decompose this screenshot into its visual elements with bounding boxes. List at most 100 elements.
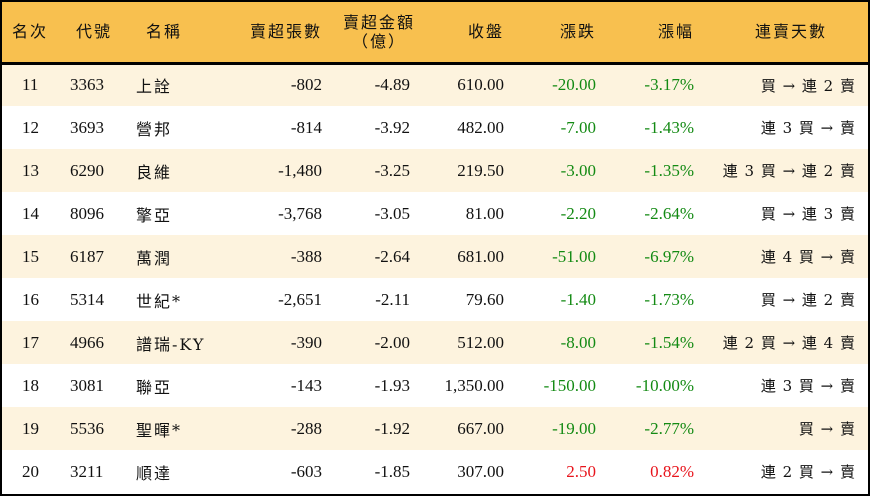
cell-streak: 買 → 連 2 賣 xyxy=(760,76,856,95)
cell-sell-volume: -390 xyxy=(290,332,322,352)
table-row: 17 4966 譜瑞-KY -390 -2.00 512.00 -8.00 -1… xyxy=(2,321,868,364)
cell-code: 3363 xyxy=(70,75,104,95)
cell-streak: 買 → 賣 xyxy=(798,420,856,438)
cell-change-pct: -1.54% xyxy=(644,332,694,352)
cell-close: 1,350.00 xyxy=(444,375,505,395)
cell-streak: 連 2 買 → 連 4 賣 xyxy=(722,334,856,352)
cell-change: -20.00 xyxy=(552,75,596,95)
cell-close: 219.50 xyxy=(457,160,504,180)
cell-name: 擎亞 xyxy=(136,205,173,225)
table-row: 14 8096 擎亞 -3,768 -3.05 81.00 -2.20 -2.6… xyxy=(2,192,868,235)
cell-change: -8.00 xyxy=(560,332,596,352)
cell-name: 順達 xyxy=(136,463,173,483)
header-streak: 連賣天數 xyxy=(694,2,868,65)
header-rank: 名次 xyxy=(2,2,64,65)
cell-change: -7.00 xyxy=(560,117,596,137)
cell-change-pct: -1.43% xyxy=(644,117,694,137)
cell-name: 上詮 xyxy=(136,77,173,97)
cell-change-pct: -6.97% xyxy=(644,246,694,266)
table-header: 名次 代號 名稱 賣超張數 賣超金額 （億） 收盤 漲跌 漲幅 連賣天數 xyxy=(2,2,868,65)
cell-name: 聯亞 xyxy=(136,377,173,397)
cell-rank: 19 xyxy=(22,418,39,438)
header-close: 收盤 xyxy=(424,2,514,65)
cell-change-pct: -2.64% xyxy=(644,203,694,223)
cell-sell-amount: -1.85 xyxy=(374,461,410,481)
cell-name: 世紀* xyxy=(136,291,183,311)
cell-close: 610.00 xyxy=(457,75,504,95)
header-change: 漲跌 xyxy=(514,2,604,65)
header-change-pct: 漲幅 xyxy=(604,2,694,65)
cell-rank: 12 xyxy=(22,117,39,137)
cell-sell-volume: -288 xyxy=(290,418,322,438)
cell-streak: 買 → 連 2 賣 xyxy=(760,291,856,309)
cell-change-pct: -3.17% xyxy=(644,75,694,95)
cell-change-pct: -1.35% xyxy=(644,160,694,180)
cell-sell-volume: -2,651 xyxy=(278,289,322,309)
header-sell-amount-line2: （億） xyxy=(351,31,406,51)
table-row: 15 6187 萬潤 -388 -2.64 681.00 -51.00 -6.9… xyxy=(2,235,868,278)
cell-code: 8096 xyxy=(70,203,104,223)
cell-code: 3211 xyxy=(70,461,104,481)
cell-sell-volume: -603 xyxy=(290,461,322,481)
header-sell-amount-line1: 賣超金額 xyxy=(342,12,415,32)
cell-rank: 11 xyxy=(22,75,39,95)
cell-change-pct: -10.00% xyxy=(635,375,694,395)
cell-streak: 買 → 連 3 賣 xyxy=(760,205,856,223)
cell-rank: 16 xyxy=(22,289,39,309)
cell-sell-volume: -1,480 xyxy=(278,160,322,180)
header-name: 名稱 xyxy=(130,2,230,65)
cell-rank: 13 xyxy=(22,160,39,180)
cell-sell-amount: -3.92 xyxy=(374,117,410,137)
cell-rank: 15 xyxy=(22,246,39,266)
cell-code: 5536 xyxy=(70,418,104,438)
cell-sell-amount: -2.00 xyxy=(374,332,410,352)
cell-streak: 連 3 買 → 賣 xyxy=(760,119,856,137)
cell-close: 79.60 xyxy=(465,289,504,309)
cell-rank: 20 xyxy=(22,461,39,481)
table-row: 12 3693 營邦 -814 -3.92 482.00 -7.00 -1.43… xyxy=(2,106,868,149)
cell-sell-volume: -388 xyxy=(290,246,322,266)
table-row: 13 6290 良維 -1,480 -3.25 219.50 -3.00 -1.… xyxy=(2,149,868,192)
cell-close: 307.00 xyxy=(457,461,504,481)
cell-change: -3.00 xyxy=(560,160,596,180)
cell-sell-volume: -143 xyxy=(290,375,322,395)
cell-change: -1.40 xyxy=(560,289,596,309)
header-row: 名次 代號 名稱 賣超張數 賣超金額 （億） 收盤 漲跌 漲幅 連賣天數 xyxy=(2,2,868,65)
cell-streak: 連 3 買 → 賣 xyxy=(760,377,856,395)
cell-streak: 連 3 買 → 連 2 賣 xyxy=(722,162,856,180)
header-sell-volume: 賣超張數 xyxy=(230,2,324,65)
cell-sell-amount: -1.93 xyxy=(374,375,410,395)
cell-change: -2.20 xyxy=(560,203,596,223)
cell-name: 營邦 xyxy=(136,119,173,139)
cell-rank: 17 xyxy=(22,332,39,352)
cell-code: 3081 xyxy=(70,375,104,395)
cell-name: 譜瑞-KY xyxy=(136,334,206,354)
cell-name: 萬潤 xyxy=(136,248,173,268)
table-row: 16 5314 世紀* -2,651 -2.11 79.60 -1.40 -1.… xyxy=(2,278,868,321)
table-row: 19 5536 聖暉* -288 -1.92 667.00 -19.00 -2.… xyxy=(2,407,868,450)
cell-close: 667.00 xyxy=(457,418,504,438)
cell-name: 良維 xyxy=(136,162,173,182)
cell-sell-amount: -3.05 xyxy=(374,203,410,223)
cell-sell-amount: -4.89 xyxy=(374,75,410,95)
table-body: 11 3363 上詮 -802 -4.89 610.00 -20.00 -3.1… xyxy=(2,63,868,493)
cell-change: 2.50 xyxy=(566,461,596,481)
cell-sell-amount: -1.92 xyxy=(374,418,410,438)
cell-change: -150.00 xyxy=(543,375,596,395)
cell-rank: 14 xyxy=(22,203,39,223)
cell-sell-volume: -802 xyxy=(290,75,322,95)
cell-sell-volume: -814 xyxy=(290,117,322,137)
cell-code: 4966 xyxy=(70,332,104,352)
cell-code: 3693 xyxy=(70,117,104,137)
cell-change: -19.00 xyxy=(552,418,596,438)
cell-sell-amount: -2.64 xyxy=(374,246,410,266)
cell-change-pct: 0.82% xyxy=(650,461,694,481)
cell-code: 6187 xyxy=(70,246,104,266)
cell-sell-volume: -3,768 xyxy=(278,203,322,223)
header-sell-amount: 賣超金額 （億） xyxy=(324,2,424,65)
cell-code: 6290 xyxy=(70,160,104,180)
cell-code: 5314 xyxy=(70,289,104,309)
table-row: 18 3081 聯亞 -143 -1.93 1,350.00 -150.00 -… xyxy=(2,364,868,407)
